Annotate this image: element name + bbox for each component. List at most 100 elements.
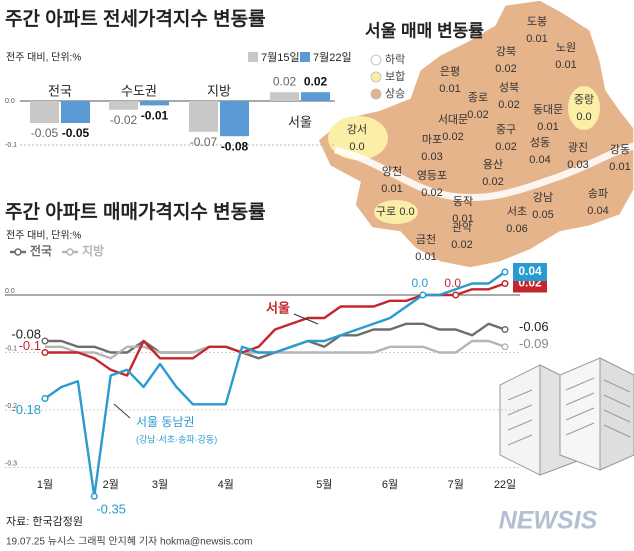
district-value: 0.01: [439, 83, 460, 95]
start-label: -0.1: [19, 338, 41, 353]
y-tick-label: 0.0: [5, 288, 15, 295]
point: [90, 492, 98, 500]
point: [41, 348, 49, 357]
point: [41, 394, 49, 403]
map-title: 서울 매매 변동률: [365, 21, 484, 40]
y-tick-label: -0.2: [5, 403, 17, 410]
x-tick-label: 6월: [382, 478, 398, 491]
value-label: -0.05: [62, 126, 90, 140]
end-label: 0.04: [518, 264, 542, 278]
source: 자료: 한국감정원: [6, 515, 83, 528]
value-label: 0.02: [273, 74, 297, 88]
value-label: -0.07: [190, 135, 218, 149]
series-note: (강남·서초·송파·강동): [136, 434, 217, 444]
chart-title: 주간 아파트 전세가격지수 변동률: [5, 8, 266, 30]
bar: [30, 101, 59, 123]
series-line: [44, 271, 506, 498]
district-value: 0.01: [555, 59, 576, 71]
bar: [220, 101, 249, 137]
district-value: 0.01: [452, 213, 473, 225]
legend-label: 상승: [385, 87, 405, 100]
flat-area: [568, 86, 600, 130]
logo: NEWSIS: [499, 507, 598, 535]
chart-subtitle: 전주 대비, 단위:%: [6, 229, 81, 242]
district-name: 금천: [416, 232, 436, 246]
x-tick-label: 7월: [448, 478, 464, 491]
legend-swatch: [248, 52, 258, 62]
category-label: 서울: [288, 114, 312, 129]
legend-swatch: [370, 71, 382, 83]
bar: [189, 101, 218, 132]
district-name: 동대문: [533, 103, 563, 116]
district-value: 0.0: [349, 141, 364, 153]
credit: 19.07.25 뉴시스 그래픽 안지혜 기자 hokma@newsis.com: [6, 536, 252, 548]
district-name: 강서: [347, 123, 367, 136]
legend-swatch: [300, 52, 310, 62]
jeonse-chart: 주간 아파트 전세가격지수 변동률 전주 대비, 단위:% 0.0 -0.1 -0.…: [5, 8, 352, 153]
label-box: [513, 263, 547, 281]
legend-label: 전국: [30, 243, 52, 258]
value-label: -0.05: [31, 126, 59, 140]
chart-subtitle: 전주 대비, 단위:%: [6, 51, 81, 64]
district-name: 관악: [452, 221, 472, 234]
point: [419, 291, 427, 299]
district-name: 서대문: [438, 113, 468, 126]
bar: [140, 101, 169, 106]
series-annotation: 서울: [266, 300, 290, 315]
start-label: -0.08: [11, 326, 41, 341]
category-label: 지방: [207, 83, 231, 98]
district-name: 송파: [588, 187, 608, 200]
district-name: 광진: [568, 141, 588, 154]
district-value: 0.01: [415, 251, 436, 263]
legend-label: 7월15일: [261, 50, 300, 64]
district-value: 0.01: [537, 121, 558, 133]
value-label: 0.02: [304, 74, 328, 88]
district-value: 0.03: [567, 159, 588, 171]
district-value: 0.02: [495, 141, 516, 153]
district-value: 0.02: [482, 176, 503, 188]
district-name: 구로: [376, 206, 396, 218]
district-name: 서초: [507, 205, 527, 218]
sale-chart: 주간 아파트 매매가격지수 변동률 전주 대비, 단위:% 0.0-0.1-0.…: [5, 201, 549, 517]
legend-swatch: [370, 54, 382, 66]
district-value: 0.05: [532, 209, 553, 221]
building-illustration: [499, 357, 634, 476]
y-tick-label: -0.1: [5, 142, 17, 149]
footer: 자료: 한국감정원 19.07.25 뉴시스 그래픽 안지혜 기자 hokma@…: [6, 507, 598, 548]
point: [501, 325, 509, 334]
district-name: 동작: [453, 195, 473, 208]
series-annotation: 서울 동남권: [136, 415, 195, 429]
district-name: 종로: [468, 92, 488, 104]
legend-marker: [66, 248, 74, 256]
district-value: 0.0: [576, 111, 591, 123]
seoul-map: [317, 0, 634, 269]
district-name: 노원: [556, 41, 576, 54]
value-label: -0.02: [110, 113, 138, 127]
series-line: [45, 339, 506, 360]
bar: [109, 101, 138, 110]
bar: [270, 92, 299, 101]
district-value: 0.01: [609, 161, 630, 173]
end-label: -0.06: [519, 319, 549, 334]
district-value: 0.0: [399, 206, 414, 218]
district-value: 0.01: [381, 183, 402, 195]
district-value: 0.02: [495, 63, 516, 75]
x-tick-label: 4월: [218, 478, 234, 491]
district-name: 도봉: [527, 15, 547, 28]
category-label: 전국: [48, 83, 72, 98]
legend-swatch: [370, 88, 382, 100]
district-value: 0.02: [498, 99, 519, 111]
district-name: 강북: [496, 45, 516, 58]
district-name: 영등포: [417, 169, 447, 182]
district-value: 0.03: [421, 151, 442, 163]
bar: [301, 92, 330, 101]
x-tick-label: 1월: [37, 478, 53, 491]
value-label: 0.0: [444, 276, 461, 290]
district-value: 0.02: [467, 109, 488, 121]
district-value: 0.04: [587, 205, 608, 217]
point: [501, 343, 509, 351]
district-value: 0.02: [421, 187, 442, 199]
legend-label: 7월22일: [313, 50, 352, 64]
